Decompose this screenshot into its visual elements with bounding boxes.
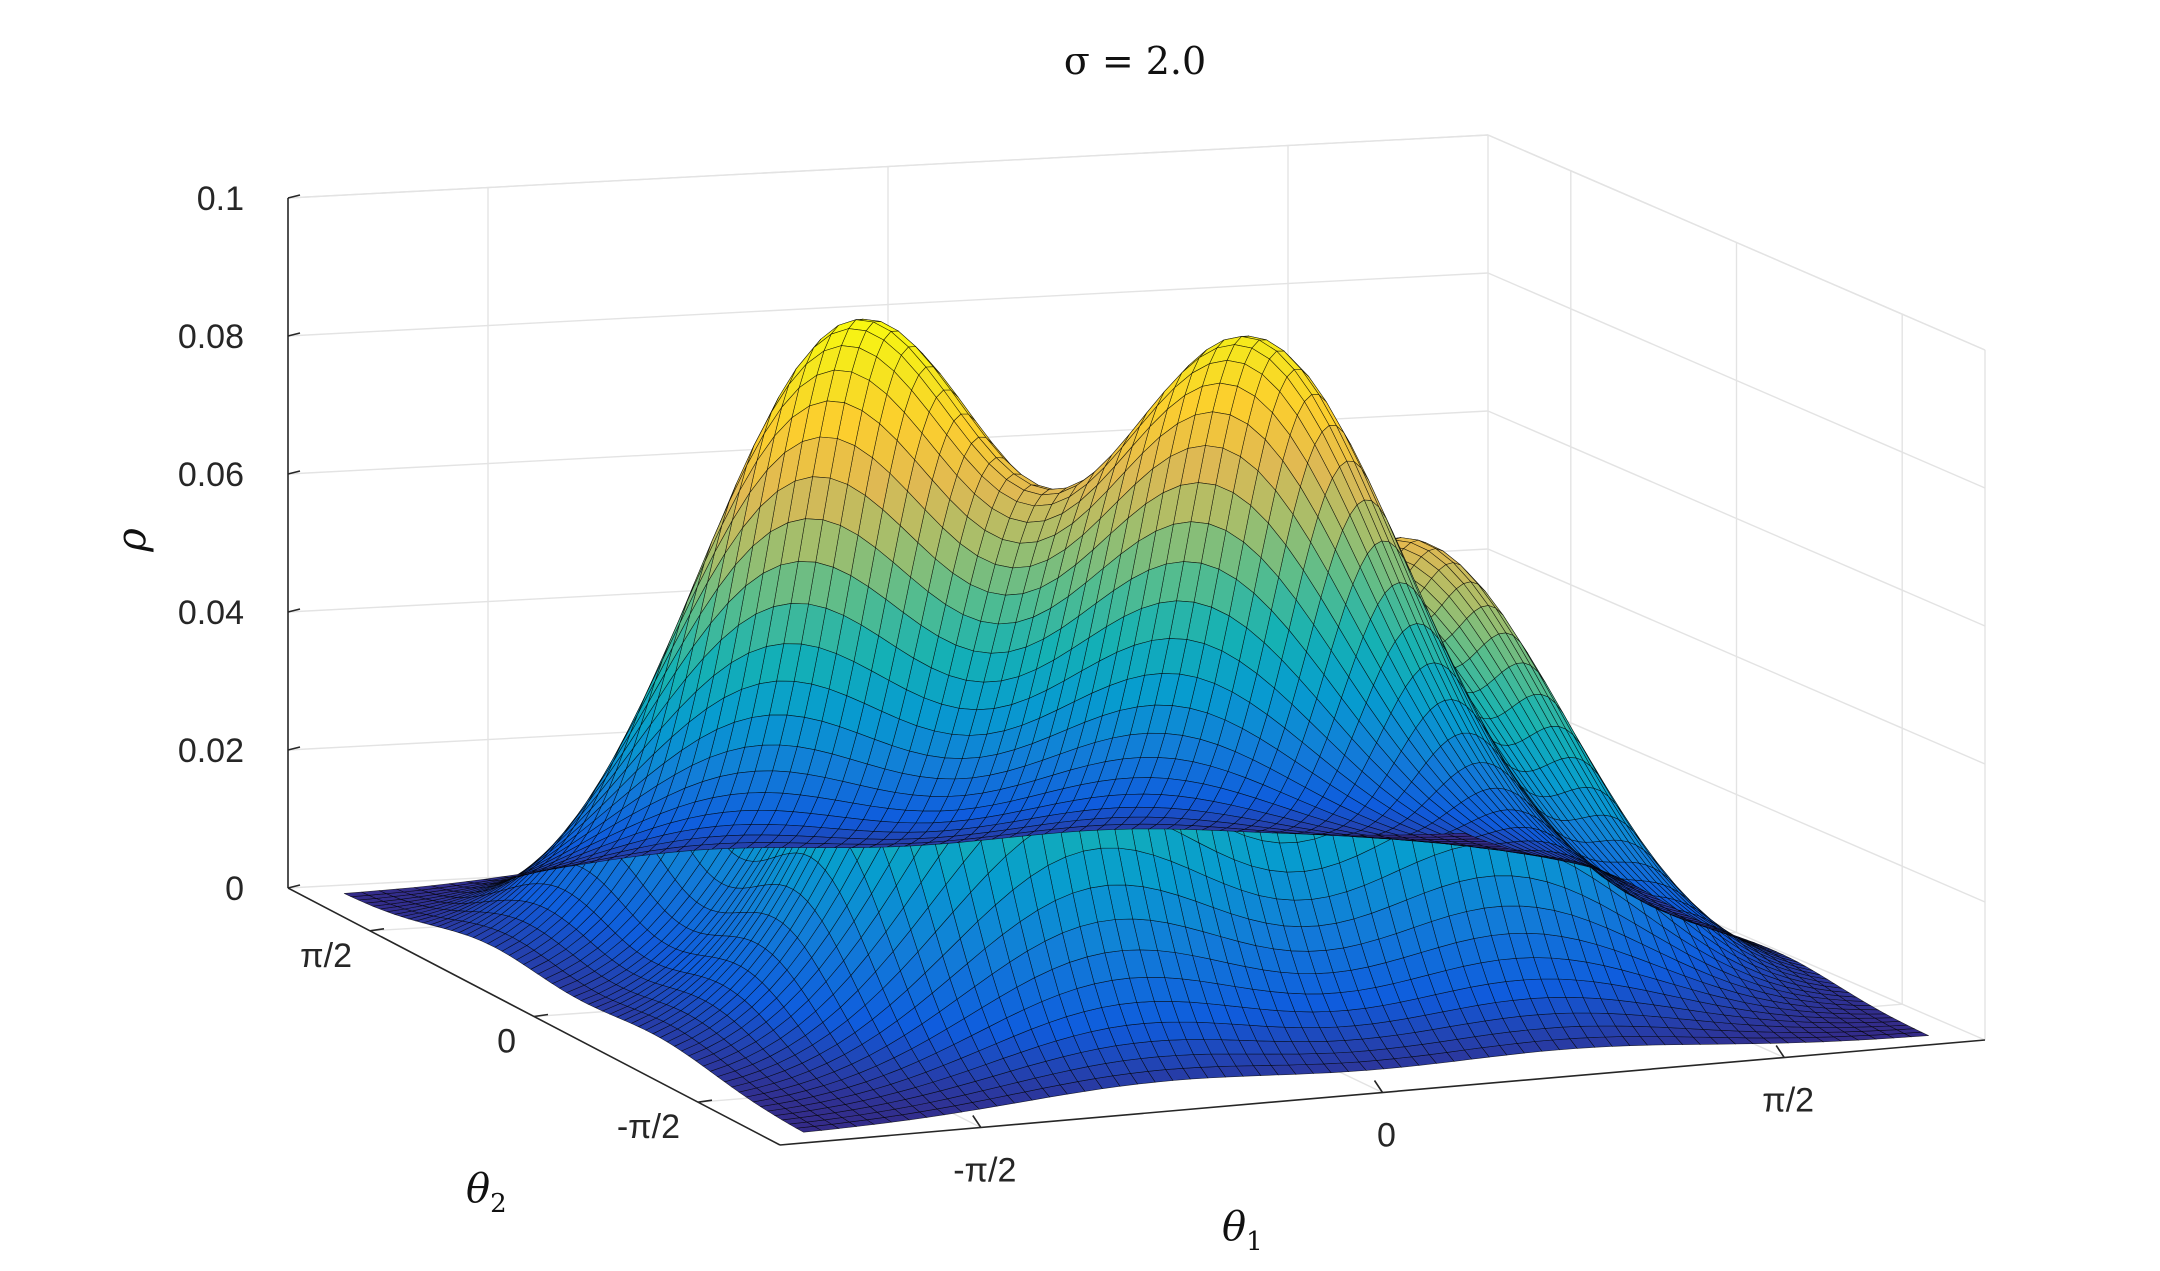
x-axis-label-subscript: 1 [1246, 1227, 1263, 1257]
y-tick-label: π/2 [300, 937, 352, 975]
x-tick-label: π/2 [1762, 1082, 1814, 1120]
z-tick-label: 0.06 [178, 456, 244, 494]
x-axis-label-symbol: θ [1222, 1204, 1246, 1250]
y-tick-label: -π/2 [617, 1108, 680, 1146]
z-tick-label: 0.02 [178, 732, 244, 770]
z-tick-label: 0.1 [197, 180, 244, 218]
z-tick-label: 0.08 [178, 318, 244, 356]
z-axis-label: ρ [109, 528, 155, 553]
box-edge-top-side [1487, 134, 1986, 351]
x-tick-label: -π/2 [953, 1152, 1016, 1190]
x-tick-label: 0 [1377, 1117, 1396, 1155]
chart-title: σ = 2.0 [1064, 39, 1206, 83]
z-tick-label: 0 [225, 870, 244, 908]
z-tick-label: 0.04 [178, 594, 244, 632]
surface-mesh [343, 318, 1929, 1133]
box-edge-top-back [287, 134, 1489, 199]
y-tick-label: 0 [497, 1023, 516, 1061]
y-axis-label-subscript: 2 [490, 1189, 507, 1219]
y-axis-label-symbol: θ [466, 1166, 490, 1212]
